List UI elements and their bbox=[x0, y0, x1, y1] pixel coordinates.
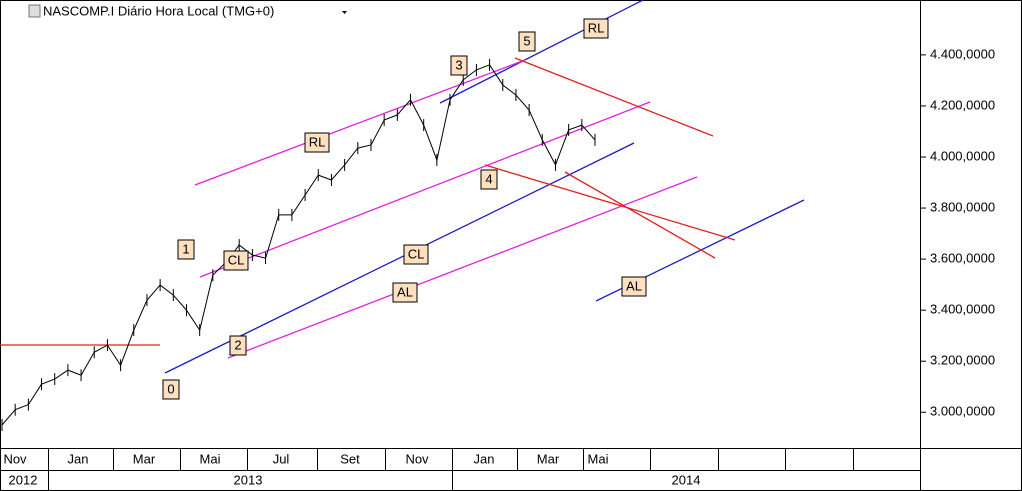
trendlines bbox=[0, 0, 805, 374]
label-text: 0 bbox=[167, 381, 174, 396]
label-text: 2 bbox=[234, 337, 241, 352]
year-label: 2013 bbox=[234, 472, 263, 487]
wave-label: 5 bbox=[518, 31, 536, 52]
label-text: AL bbox=[397, 284, 413, 299]
x-tick-label: Nov bbox=[3, 451, 27, 466]
label-text: CL bbox=[228, 252, 245, 267]
wave-label: 0 bbox=[162, 379, 180, 400]
label-text: CL bbox=[408, 246, 425, 261]
y-tick-label: 3.200,0000 bbox=[930, 353, 995, 368]
label-box bbox=[518, 31, 536, 52]
label-box bbox=[392, 282, 418, 303]
label-text: AL bbox=[626, 278, 642, 293]
year-label: 2014 bbox=[672, 472, 701, 487]
x-tick-label: Mar bbox=[133, 451, 156, 466]
label-box bbox=[162, 379, 180, 400]
label-box bbox=[583, 18, 609, 39]
label-text: 4 bbox=[485, 171, 492, 186]
wave-label: AL bbox=[621, 276, 647, 297]
label-text: RL bbox=[309, 134, 326, 149]
chart-title: NASCOMP.I Diário Hora Local (TMG+0) bbox=[43, 3, 274, 18]
dropdown[interactable] bbox=[342, 11, 347, 14]
x-tick-label: Mai bbox=[200, 451, 221, 466]
wave-label: CL bbox=[403, 244, 429, 265]
y-tick-label: 3.800,0000 bbox=[930, 199, 995, 214]
label-box bbox=[177, 239, 195, 260]
label-text: 5 bbox=[523, 33, 530, 48]
y-tick-label: 3.400,0000 bbox=[930, 302, 995, 317]
wave-label: 3 bbox=[450, 55, 468, 76]
icon[interactable] bbox=[28, 4, 41, 18]
y-tick-label: 4.400,0000 bbox=[930, 46, 995, 61]
x-tick-label: Jul bbox=[273, 451, 290, 466]
year-label: 2012 bbox=[9, 472, 38, 487]
x-tick-label: Mar bbox=[537, 451, 560, 466]
label-box bbox=[223, 250, 249, 271]
wave-label: CL bbox=[223, 250, 249, 271]
x-tick-label: Set bbox=[340, 451, 360, 466]
y-tick-label: 4.000,0000 bbox=[930, 148, 995, 163]
wave-label: 1 bbox=[177, 239, 195, 260]
label-box bbox=[304, 132, 330, 153]
x-tick-label: Jan bbox=[68, 451, 89, 466]
y-tick-label: 3.000,0000 bbox=[930, 404, 995, 419]
label-box bbox=[403, 244, 429, 265]
price-line bbox=[1, 64, 596, 426]
wave-label: 2 bbox=[229, 335, 247, 356]
label-text: RL bbox=[588, 20, 605, 35]
wave-label: 4 bbox=[480, 169, 498, 190]
label-box bbox=[450, 55, 468, 76]
wave-label: RL bbox=[583, 18, 609, 39]
x-tick-label: Nov bbox=[405, 451, 429, 466]
label-text: 3 bbox=[455, 57, 462, 72]
wave-label: AL bbox=[392, 282, 418, 303]
label-box bbox=[229, 335, 247, 356]
wave-label: RL bbox=[304, 132, 330, 153]
y-tick-label: 3.600,0000 bbox=[930, 251, 995, 266]
label-box bbox=[621, 276, 647, 297]
label-box bbox=[480, 169, 498, 190]
y-tick-label: 4.200,0000 bbox=[930, 97, 995, 112]
x-tick-label: Jan bbox=[474, 451, 495, 466]
label-text: 1 bbox=[182, 241, 189, 256]
x-tick-label: Mai bbox=[588, 451, 609, 466]
